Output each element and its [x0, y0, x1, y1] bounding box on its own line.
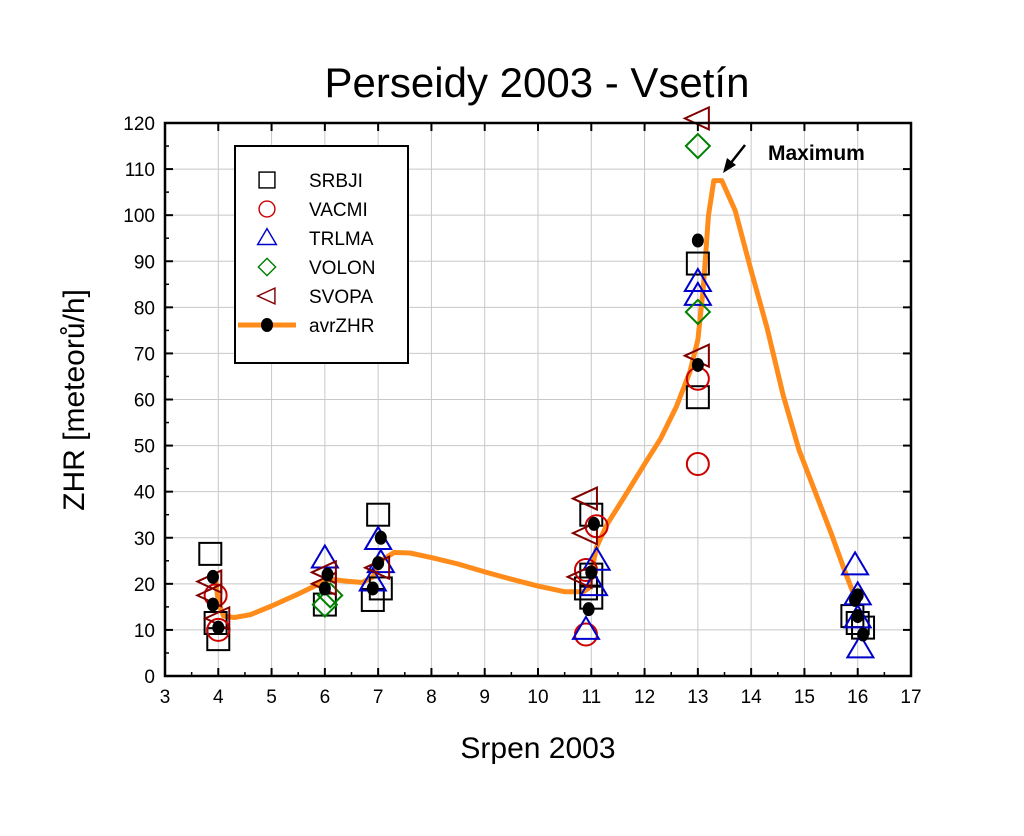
- x-axis-label: Srpen 2003: [460, 732, 615, 765]
- point-srbji: [573, 576, 598, 601]
- point-avrzhr: [851, 588, 864, 603]
- y-tick-label: 60: [134, 391, 155, 412]
- point-trlma: [842, 603, 873, 629]
- y-tick-label: 100: [123, 206, 155, 227]
- legend-marker-srbji: [258, 171, 276, 189]
- ticks: 3 4 5 6 7 8 9 10 11 12 13 14 15 16 17 0 10 20 30 40 50 60 70 80…: [123, 114, 921, 708]
- x-tick-label: 3: [160, 687, 171, 708]
- legend-marker-svopa: [255, 286, 276, 306]
- y-tick-label: 120: [123, 114, 155, 135]
- point-svopa: [570, 520, 598, 546]
- legend-label-volon: VOLON: [309, 258, 376, 279]
- y-tick-label: 30: [134, 529, 155, 550]
- point-trlma: [579, 571, 609, 597]
- y-tick-label: 90: [134, 252, 155, 273]
- y-tick-label: 20: [134, 575, 155, 596]
- point-avrzhr: [318, 581, 331, 596]
- point-volon: [684, 298, 712, 326]
- x-tick-label: 6: [320, 687, 331, 708]
- y-tick-label: 40: [134, 483, 155, 504]
- x-tick-label: 7: [373, 687, 384, 708]
- legend-marker-volon: [257, 257, 277, 277]
- point-avrzhr: [587, 516, 600, 531]
- point-avrzhr: [691, 233, 704, 248]
- point-trlma: [845, 633, 876, 659]
- point-trlma: [683, 267, 713, 292]
- legend-label-svopa: SVOPA: [309, 287, 373, 308]
- legend-marker-vacmi: [258, 200, 276, 218]
- y-tick-label: 80: [134, 298, 155, 319]
- y-tick-label: 50: [134, 437, 155, 458]
- legend-marker-avrzhr: [261, 318, 273, 332]
- point-trlma: [571, 614, 601, 640]
- point-avrzhr: [691, 357, 704, 372]
- point-vacmi: [685, 452, 710, 477]
- point-avrzhr: [372, 556, 385, 571]
- x-tick-label: 10: [527, 687, 548, 708]
- point-vacmi: [573, 622, 598, 647]
- y-tick-label: 110: [125, 160, 155, 181]
- legend: SRBJI VACMI TRLMA VOLON SVOPA avrZHR: [234, 145, 409, 364]
- point-avrzhr: [206, 569, 219, 584]
- maximum-arrow-shaft: [729, 144, 746, 165]
- y-axis-label: ZHR [meteorů/h]: [58, 289, 91, 511]
- y-tick-label: 10: [134, 621, 155, 642]
- point-svopa: [570, 486, 598, 512]
- x-tick-label: 17: [900, 687, 921, 708]
- x-tick-label: 14: [741, 687, 763, 708]
- y-tick-label: 70: [134, 344, 155, 365]
- legend-label-vacmi: VACMI: [309, 200, 368, 221]
- point-srbji: [685, 251, 710, 276]
- maximum-arrow-head: [723, 158, 736, 173]
- x-tick-label: 8: [426, 687, 437, 708]
- x-tick-label: 11: [581, 687, 601, 708]
- x-tick-label: 15: [794, 687, 815, 708]
- point-avrzhr: [366, 581, 379, 596]
- point-avrzhr: [212, 620, 225, 635]
- x-tick-label: 5: [266, 687, 277, 708]
- legend-label-srbji: SRBJI: [309, 171, 363, 192]
- y-tick-label: 0: [144, 667, 155, 688]
- maximum-annotation: Maximum: [768, 142, 865, 165]
- point-trlma: [310, 543, 340, 569]
- point-avrzhr: [585, 565, 598, 580]
- x-tick-label: 4: [213, 687, 224, 708]
- point-avrzhr: [857, 627, 870, 642]
- markers: [194, 105, 876, 659]
- legend-label-trlma: TRLMA: [309, 229, 374, 250]
- point-trlma: [840, 550, 870, 576]
- x-tick-label: 12: [634, 687, 655, 708]
- point-volon: [684, 132, 712, 160]
- point-srbji: [685, 385, 710, 410]
- x-tick-label: 13: [687, 687, 708, 708]
- point-avrzhr: [374, 530, 387, 545]
- point-avrzhr: [851, 609, 864, 624]
- point-avrzhr: [206, 597, 219, 612]
- point-trlma: [683, 280, 713, 306]
- x-tick-label: 16: [847, 687, 868, 708]
- point-srbji: [198, 541, 223, 566]
- annotation: Maximum: [723, 142, 865, 173]
- point-avrzhr: [321, 567, 334, 582]
- legend-label-avrzhr: avrZHR: [309, 316, 374, 337]
- legend-marker-trlma: [256, 227, 278, 246]
- chart-title: Perseidy 2003 - Vsetín: [325, 59, 750, 106]
- x-tick-label: 9: [479, 687, 490, 708]
- point-volon: [311, 591, 339, 618]
- point-avrzhr: [582, 602, 595, 617]
